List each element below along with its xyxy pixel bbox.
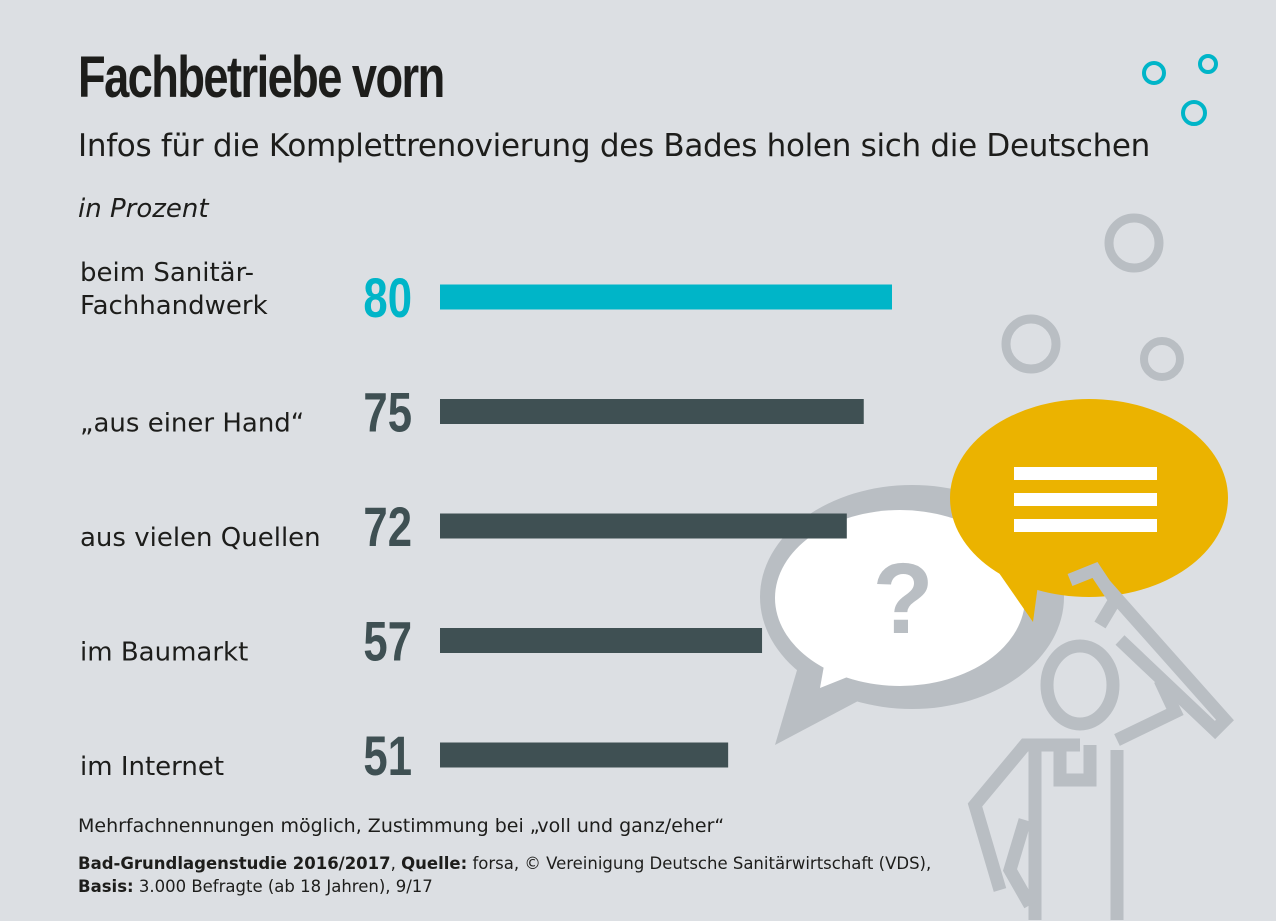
unit-label: in Prozent — [78, 194, 209, 224]
basis-label: Basis: — [78, 877, 134, 896]
bar — [440, 742, 729, 768]
data-label: 72 — [363, 496, 412, 558]
bar — [440, 628, 763, 653]
bar — [440, 284, 892, 310]
data-label: 57 — [363, 610, 412, 672]
data-label: 51 — [363, 725, 412, 787]
source-note: Bad-Grundlagenstudie 2016/2017, Quelle: … — [78, 854, 932, 896]
category-label: im Internet — [80, 752, 224, 782]
bar — [440, 513, 847, 539]
footnote: Mehrfachnennungen möglich, Zustimmung be… — [78, 815, 725, 837]
text-speech-bubble-icon — [950, 399, 1228, 622]
study-label: Bad-Grundlagenstudie 2016/2017 — [78, 854, 391, 873]
chart-subtitle: Infos für die Komplettrenovierung des Ba… — [78, 128, 1151, 164]
svg-text:?: ? — [872, 543, 933, 655]
quelle-text: forsa, © Vereinigung Deutsche Sanitärwir… — [467, 854, 932, 873]
data-label: 80 — [363, 267, 412, 329]
bar — [440, 399, 864, 424]
category-label: aus vielen Quellen — [80, 523, 321, 553]
category-label: im Baumarkt — [80, 638, 248, 668]
chart-title: Fachbetriebe vorn — [78, 45, 445, 110]
bubbles-decoration — [1001, 54, 1218, 381]
category-label: „aus einer Hand“ — [80, 409, 304, 439]
data-label: 75 — [363, 381, 412, 443]
quelle-label: Quelle: — [401, 854, 468, 873]
basis-text: 3.000 Befragte (ab 18 Jahren), 9/17 — [133, 877, 433, 896]
category-label: beim Sanitär-Fachhandwerk — [80, 258, 268, 321]
plumber-with-wrench-illustration — [967, 562, 1234, 920]
